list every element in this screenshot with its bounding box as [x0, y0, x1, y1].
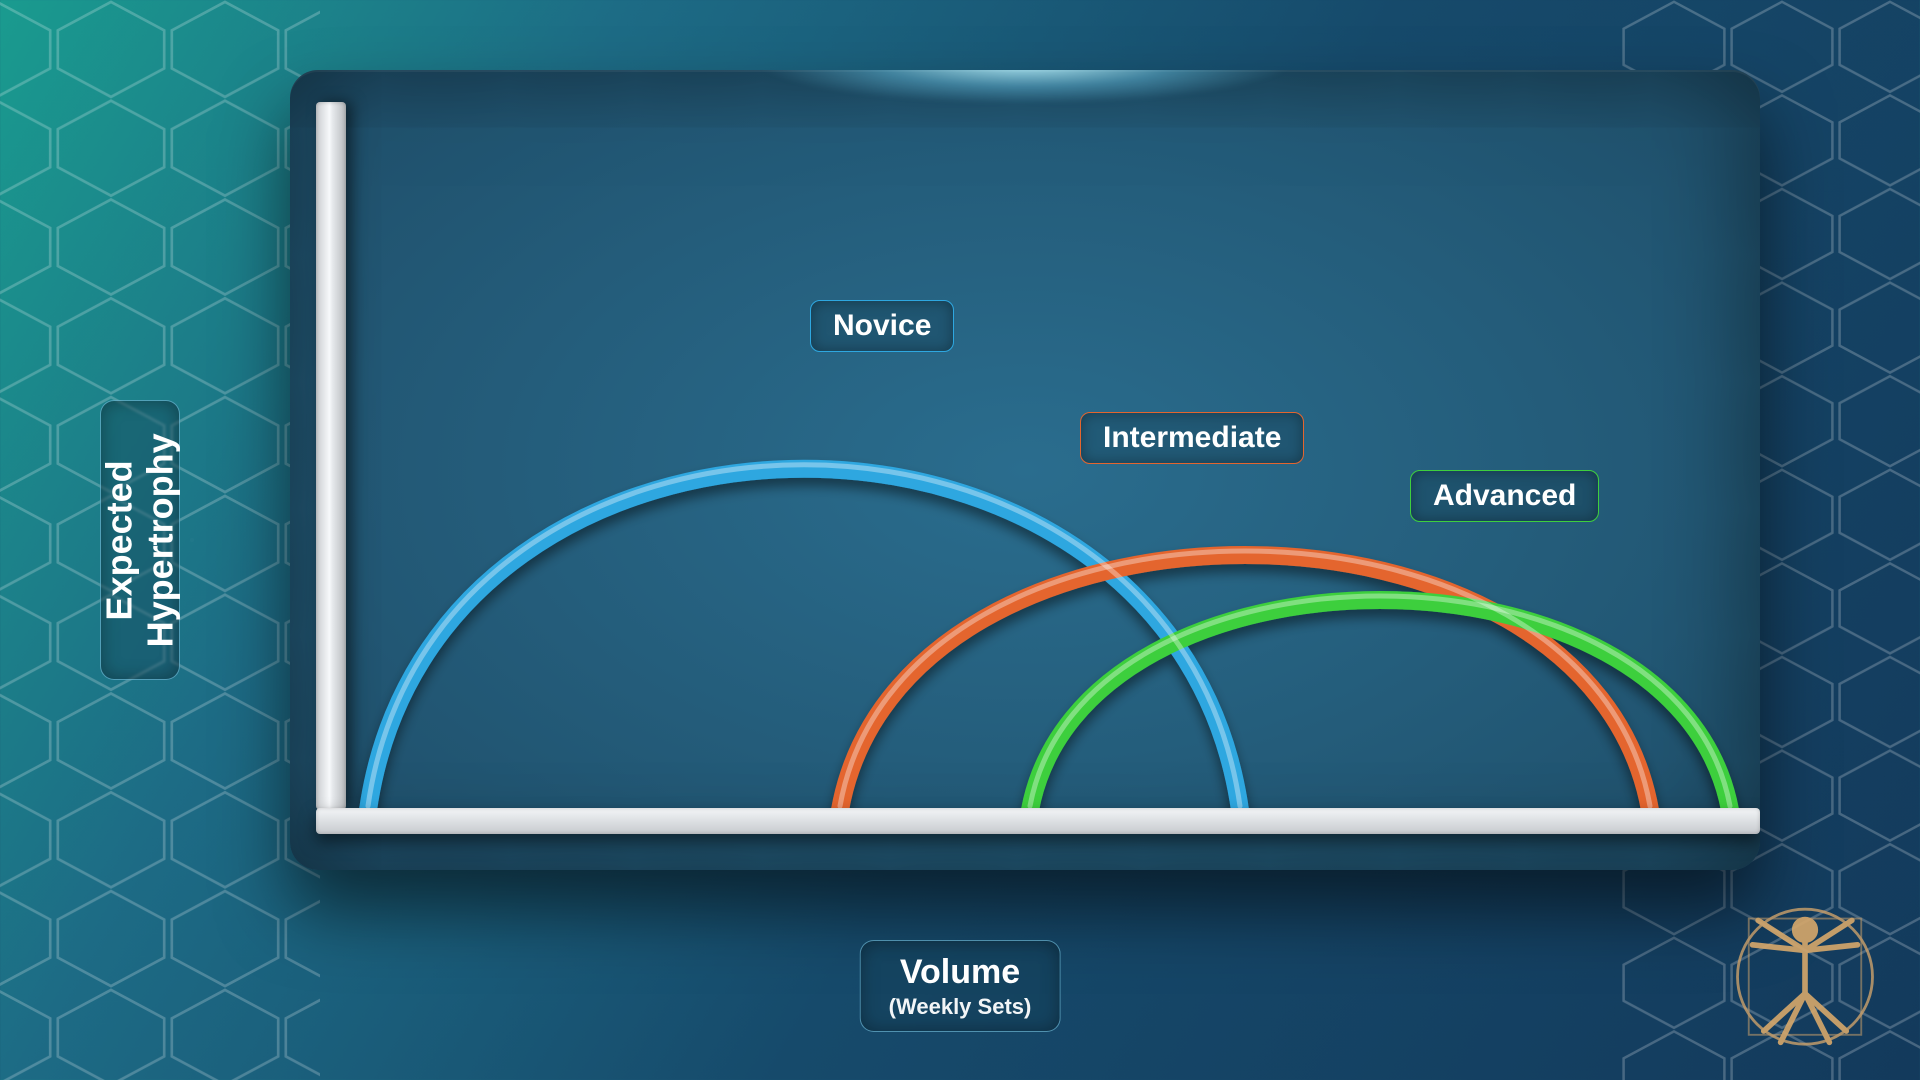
vitruvian-man-icon: [1730, 892, 1880, 1052]
y-axis-label-line2: Hypertrophy: [140, 433, 181, 647]
series-label-novice: Novice: [810, 300, 954, 352]
x-axis-label-sub: (Weekly Sets): [889, 994, 1032, 1019]
x-axis-label-main: Volume: [900, 953, 1020, 991]
chart-panel: Novice Intermediate Advanced: [290, 70, 1760, 870]
y-axis-label-line1: Expected: [99, 460, 140, 620]
x-axis-label: Volume (Weekly Sets): [860, 940, 1061, 1032]
curve-advanced: [1030, 600, 1730, 810]
curve-novice: [368, 469, 1240, 810]
y-axis-label: Expected Hypertrophy: [100, 400, 180, 680]
curve-intermediate: [840, 555, 1650, 810]
series-label-intermediate: Intermediate: [1080, 412, 1304, 464]
y-axis-bar: [316, 102, 346, 810]
series-label-advanced: Advanced: [1410, 470, 1599, 522]
x-axis-bar: [316, 808, 1760, 834]
